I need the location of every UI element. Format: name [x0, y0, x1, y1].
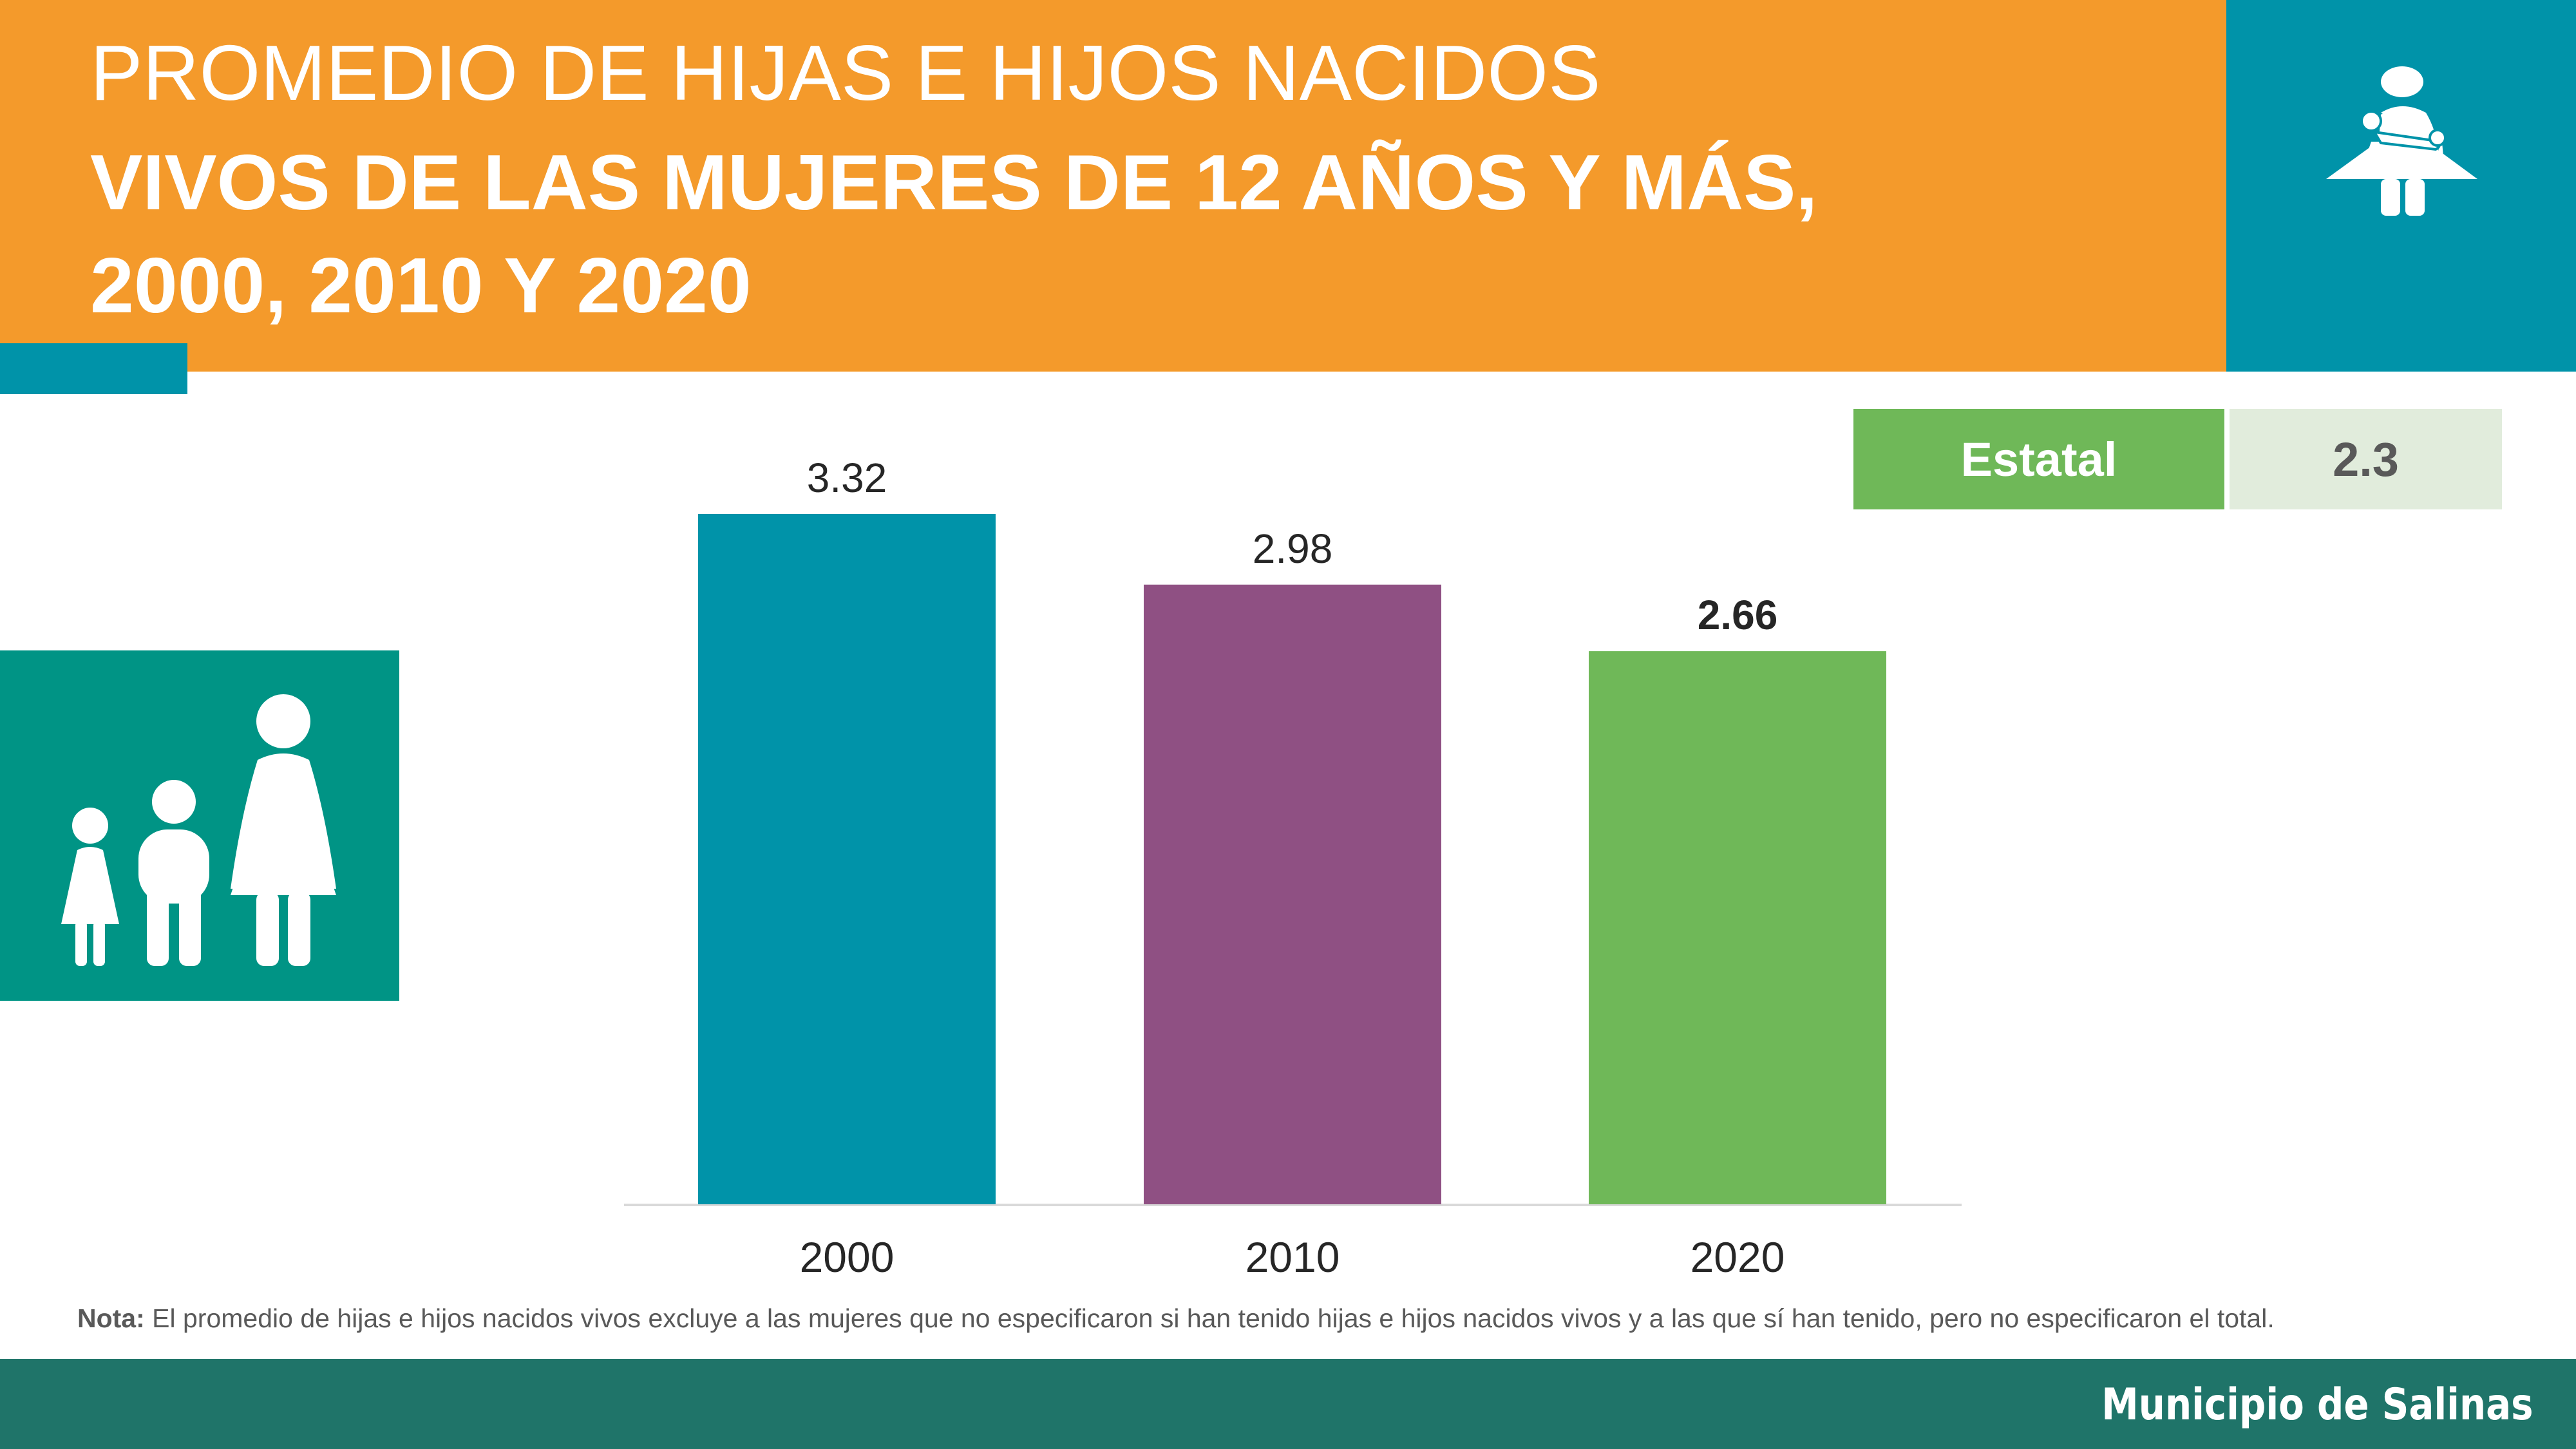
header-banner: [0, 0, 2226, 372]
footer-bar: Municipio de Salinas: [0, 1359, 2576, 1449]
note-text: El promedio de hijas e hijos nacidos viv…: [144, 1303, 2275, 1333]
bar-2000: [698, 514, 996, 1204]
data-label-2020: 2.66: [1698, 592, 1778, 638]
x-tick-label-2020: 2020: [1690, 1233, 1785, 1281]
bar-2020: [1589, 651, 1886, 1204]
icon-box: [2226, 0, 2576, 372]
data-label-2000: 3.32: [807, 455, 887, 501]
x-tick-label-2010: 2010: [1245, 1233, 1340, 1281]
title-line-3: 2000, 2010 Y 2020: [90, 242, 752, 329]
x-tick-label-2000: 2000: [800, 1233, 895, 1281]
accent-bar: [0, 343, 187, 394]
title-line-2: VIVOS DE LAS MUJERES DE 12 AÑOS Y MÁS,: [90, 138, 1818, 226]
estatal-label: Estatal: [1853, 409, 2224, 509]
family-icon-box: [0, 650, 399, 1001]
note: Nota: El promedio de hijas e hijos nacid…: [77, 1303, 2275, 1334]
mother-holding-baby-icon: [2326, 66, 2477, 216]
estatal-value: 2.3: [2230, 409, 2502, 509]
bar-2010: [1144, 584, 1441, 1204]
note-prefix: Nota:: [77, 1303, 145, 1333]
family-icon: [61, 694, 336, 966]
title-line-1: PROMEDIO DE HIJAS E HIJOS NACIDOS: [90, 29, 1601, 117]
data-label-2010: 2.98: [1253, 526, 1333, 572]
municipality-name: Municipio de Salinas: [2101, 1379, 2533, 1430]
